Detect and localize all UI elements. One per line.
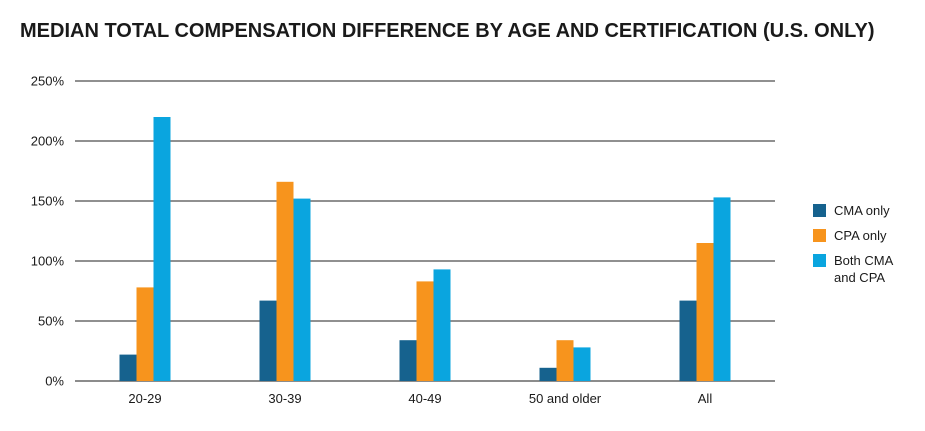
bar-50-and-older-1 xyxy=(556,340,574,381)
y-tick-label: 50% xyxy=(38,314,64,329)
y-tick-label: 0% xyxy=(45,374,64,389)
y-tick-label: 250% xyxy=(31,74,65,89)
legend: CMA only CPA only Both CMA and CPA xyxy=(813,202,923,294)
bar-50-and-older-0 xyxy=(539,367,557,381)
legend-swatch xyxy=(813,229,826,242)
legend-item: Both CMA and CPA xyxy=(813,252,923,286)
x-tick-label: 50 and older xyxy=(529,391,602,406)
legend-swatch xyxy=(813,204,826,217)
bar-20-29-0 xyxy=(119,354,137,381)
bar-All-1 xyxy=(696,243,714,381)
legend-label: CMA only xyxy=(834,203,890,218)
y-tick-label: 150% xyxy=(31,194,65,209)
legend-item: CPA only xyxy=(813,227,923,244)
bar-20-29-1 xyxy=(136,287,154,381)
legend-swatch xyxy=(813,254,826,267)
x-tick-label: 20-29 xyxy=(128,391,161,406)
bar-20-29-2 xyxy=(153,117,171,381)
legend-item: CMA only xyxy=(813,202,923,219)
bar-All-2 xyxy=(713,197,731,381)
bar-50-and-older-2 xyxy=(573,347,591,381)
bar-40-49-1 xyxy=(416,281,434,381)
bar-30-39-1 xyxy=(276,181,294,381)
x-tick-label: 30-39 xyxy=(268,391,301,406)
y-tick-label: 100% xyxy=(31,254,65,269)
legend-label: Both CMA and CPA xyxy=(834,253,894,285)
x-tick-label: All xyxy=(698,391,713,406)
bar-30-39-2 xyxy=(293,198,311,381)
bar-30-39-0 xyxy=(259,300,277,381)
y-tick-label: 200% xyxy=(31,134,65,149)
chart-title: MEDIAN TOTAL COMPENSATION DIFFERENCE BY … xyxy=(20,20,875,42)
bar-40-49-2 xyxy=(433,269,451,381)
x-tick-label: 40-49 xyxy=(408,391,441,406)
bar-All-0 xyxy=(679,300,697,381)
bar-40-49-0 xyxy=(399,340,417,381)
legend-label: CPA only xyxy=(834,228,887,243)
